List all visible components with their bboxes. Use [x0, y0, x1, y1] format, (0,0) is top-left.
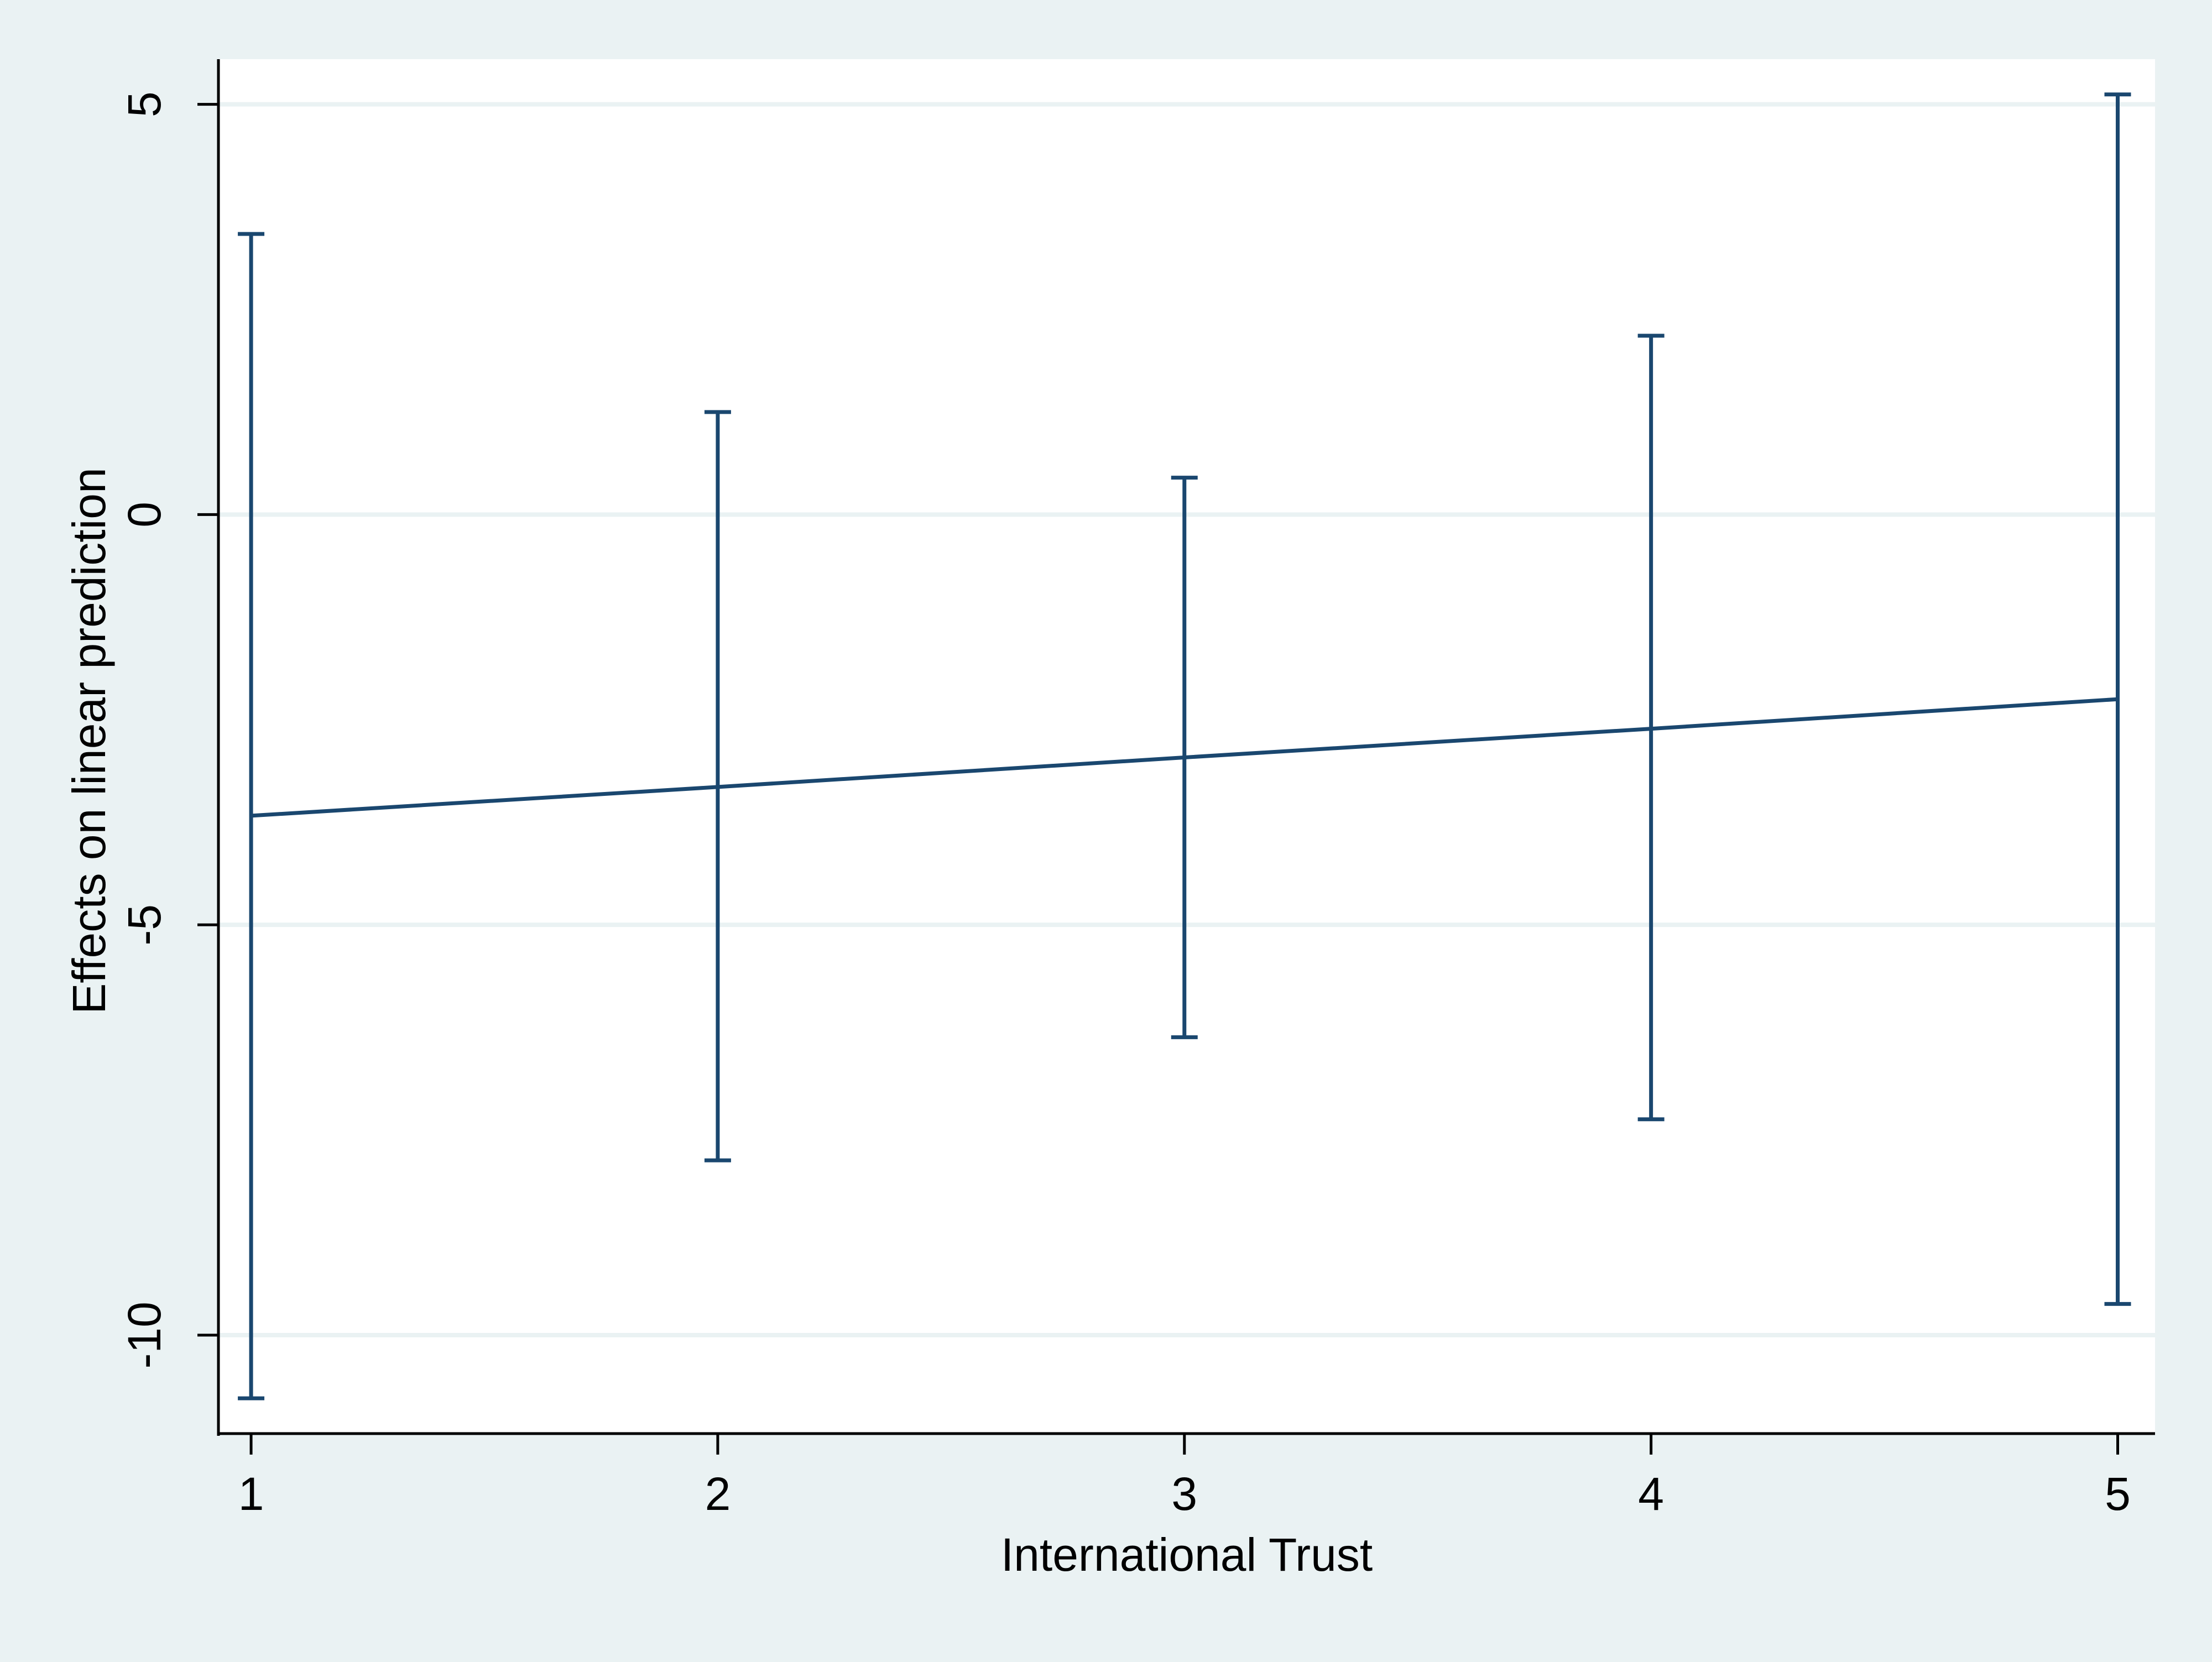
x-tick-label-3: 4	[1638, 1468, 1664, 1520]
plot-area	[218, 59, 2155, 1434]
y-tick-label-1: -5	[118, 904, 170, 946]
x-tick-label-4: 5	[2105, 1468, 2131, 1520]
y-axis-title: Effects on linear prediction	[63, 467, 115, 1014]
x-tick-label-0: 1	[238, 1468, 264, 1520]
x-axis-title: International Trust	[1001, 1529, 1373, 1581]
y-tick-label-3: 5	[118, 91, 170, 117]
y-tick-label-2: 0	[118, 502, 170, 528]
y-tick-label-0: -10	[118, 1301, 170, 1368]
x-tick-label-1: 2	[705, 1468, 731, 1520]
x-tick-label-2: 3	[1171, 1468, 1197, 1520]
